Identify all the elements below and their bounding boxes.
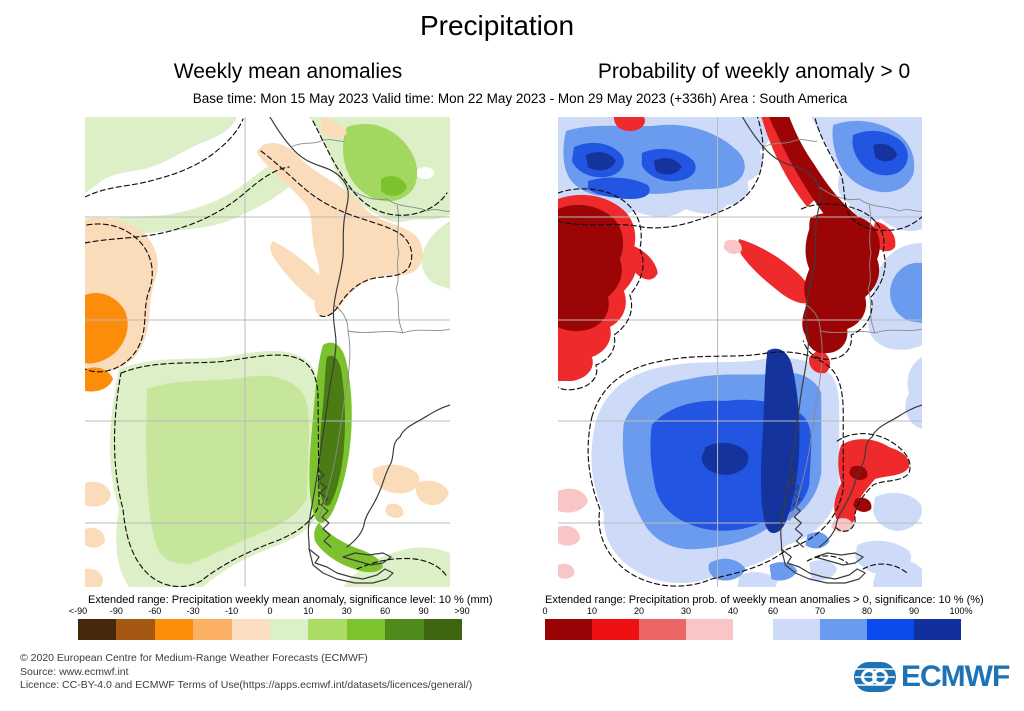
colorbar-tick: -90: [109, 606, 123, 616]
right-colorbar-label: Extended range: Precipitation prob. of w…: [545, 594, 984, 606]
left-colorbar-label: Extended range: Precipitation weekly mea…: [88, 594, 493, 606]
colorbar-cell: [639, 619, 687, 640]
ecmwf-wordmark: ECMWF: [901, 660, 1010, 693]
source-line: Source: www.ecmwf.int: [20, 665, 129, 678]
colorbar-tick: 60: [380, 606, 391, 616]
attribution-footer: © 2020 European Centre for Medium-Range …: [20, 652, 472, 693]
left-colorbar: [78, 619, 462, 640]
colorbar-cell: [116, 619, 155, 640]
colorbar-cell: [545, 619, 592, 640]
colorbar-tick: 0: [542, 606, 548, 616]
colorbar-tick: 40: [728, 606, 739, 616]
probability-map-svg: [558, 117, 922, 587]
colorbar-cell: [270, 619, 309, 640]
right-colorbar-ticks: 0 10 20 30 40 60 70 80 90 100%: [542, 606, 972, 617]
colorbar-cell: [866, 619, 914, 640]
probability-map: [558, 117, 922, 587]
colorbar-tick: 100%: [949, 606, 973, 616]
colorbar-tick: -10: [225, 606, 239, 616]
base-valid-time-line: Base time: Mon 15 May 2023 Valid time: M…: [192, 91, 848, 106]
colorbar-cell: [423, 619, 462, 640]
right-colorbar: [545, 619, 961, 640]
colorbar-tick: 80: [861, 606, 872, 616]
colorbar-tick: >90: [454, 606, 470, 616]
copyright-line: © 2020 European Centre for Medium-Range …: [20, 652, 368, 664]
colorbar-cell: [913, 619, 961, 640]
colorbar-tick: -30: [186, 606, 200, 616]
colorbar-cell: [385, 619, 424, 640]
colorbar-cell: [819, 619, 867, 640]
left-panel-title: Weekly mean anomalies: [173, 60, 403, 83]
anomaly-map: [85, 117, 450, 587]
licence-line: Licence: CC-BY-4.0 and ECMWF Terms of Us…: [20, 679, 473, 691]
colorbar-tick: 60: [767, 606, 778, 616]
colorbar-tick: 20: [634, 606, 645, 616]
colorbar-tick: 10: [303, 606, 314, 616]
page-title: Precipitation: [419, 10, 575, 41]
colorbar-tick: 90: [418, 606, 429, 616]
colorbar-cell: [772, 619, 820, 640]
colorbar-tick: 90: [908, 606, 919, 616]
colorbar-tick: 30: [681, 606, 692, 616]
colorbar-cell: [231, 619, 270, 640]
colorbar-cell: [686, 619, 734, 640]
colorbar-cell: [346, 619, 386, 640]
colorbar-tick: 30: [341, 606, 352, 616]
ecmwf-logo: ECMWF: [853, 660, 1010, 694]
anomaly-map-svg: [85, 117, 450, 587]
colorbar-cell: [193, 619, 232, 640]
colorbar-tick: -60: [148, 606, 162, 616]
colorbar-cell: [592, 619, 639, 640]
right-panel-title: Probability of weekly anomaly > 0: [597, 60, 911, 83]
left-colorbar-ticks: <-90 -90 -60 -30 -10 0 10 30 60 90 >90: [69, 606, 470, 617]
colorbar-tick: 70: [814, 606, 825, 616]
colorbar-cell: [308, 619, 347, 640]
ecmwf-emblem-icon: [854, 662, 896, 692]
colorbar-tick: 10: [586, 606, 598, 616]
colorbar-tick: <-90: [68, 606, 88, 616]
colorbar-cell: [78, 619, 117, 640]
colorbar-cell: [154, 619, 194, 640]
colorbar-tick: 0: [267, 606, 273, 616]
